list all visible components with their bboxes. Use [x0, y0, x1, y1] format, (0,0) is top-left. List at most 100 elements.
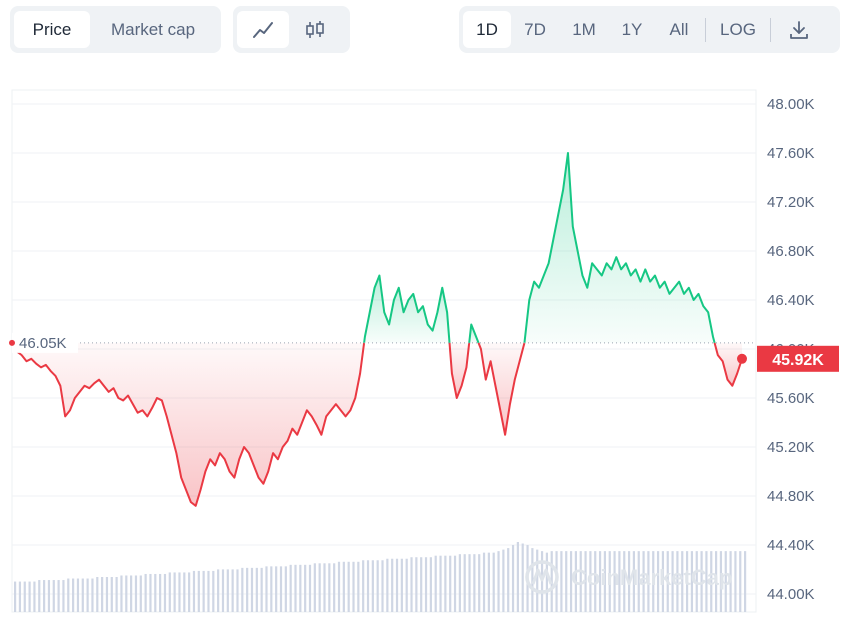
volume-bar — [560, 551, 563, 612]
range-all-button[interactable]: All — [669, 19, 689, 39]
volume-bar — [120, 575, 123, 612]
volume-bar — [623, 551, 626, 612]
volume-bar — [690, 551, 694, 612]
line-segment-down — [713, 342, 743, 387]
range-1d-button[interactable]: 1D — [463, 11, 511, 48]
range-1y-button[interactable]: 1Y — [621, 19, 643, 39]
volume-bar — [661, 551, 665, 612]
market-cap-tab[interactable]: Market cap — [110, 19, 196, 39]
volume-bar — [700, 551, 703, 612]
volume-bar — [695, 551, 698, 612]
volume-bar — [381, 560, 384, 612]
volume-bar — [507, 548, 510, 612]
volume-bar — [434, 555, 437, 612]
volume-bar — [207, 570, 210, 612]
volume-bar — [110, 577, 113, 612]
volume-bar — [231, 569, 234, 612]
volume-bar — [33, 581, 36, 612]
volume-bar — [705, 551, 708, 612]
volume-bar — [275, 566, 278, 612]
volume-bar — [647, 551, 650, 612]
current-price-label: 45.92K — [772, 352, 824, 369]
volume-bar — [545, 552, 548, 612]
volume-bar — [386, 558, 389, 612]
volume-bar — [613, 551, 616, 612]
volume-bars — [14, 542, 747, 612]
volume-bar — [531, 548, 534, 612]
chart-overlay: 46.05K 45.92K — [9, 332, 839, 372]
volume-bar — [38, 580, 41, 612]
volume-bar — [91, 578, 94, 612]
volume-bar — [719, 551, 723, 612]
volume-bar — [159, 573, 162, 612]
volume-bar — [516, 542, 519, 612]
volume-bar — [23, 581, 26, 612]
volume-bar — [28, 581, 31, 612]
line-chart-icon — [253, 21, 273, 38]
y-tick-label: 45.60K — [767, 390, 815, 407]
volume-bar — [536, 549, 539, 612]
range-1m-button[interactable]: 1M — [572, 19, 596, 39]
volume-bar — [62, 580, 65, 612]
volume-bar — [502, 549, 505, 612]
volume-bar — [714, 551, 718, 612]
volume-bar — [149, 573, 152, 612]
download-button[interactable] — [773, 11, 825, 48]
volume-bar — [192, 570, 196, 612]
chart-type-toggle — [233, 6, 350, 53]
price-tab[interactable]: Price — [14, 11, 90, 48]
volume-bar — [497, 551, 500, 612]
volume-bar — [308, 564, 312, 612]
volume-bar — [608, 551, 611, 612]
volume-bar — [734, 551, 737, 612]
volume-bar — [313, 563, 316, 612]
area-below-reference — [714, 342, 742, 386]
volume-bar — [565, 551, 568, 612]
area-above-reference — [524, 153, 715, 343]
volume-bar — [76, 578, 80, 612]
volume-bar — [618, 551, 621, 612]
current-price-dot — [737, 353, 747, 364]
volume-bar — [284, 566, 287, 612]
volume-bar — [226, 569, 229, 612]
line-segment-up — [523, 152, 716, 344]
volume-bar — [681, 551, 684, 612]
candlestick-chart-button[interactable] — [289, 11, 341, 48]
volume-bar — [130, 575, 133, 612]
volume-bar — [574, 551, 577, 612]
volume-bar — [197, 570, 200, 612]
volume-bar — [579, 551, 582, 612]
volume-bar — [362, 560, 365, 612]
volume-bar — [270, 566, 273, 612]
volume-bar — [405, 558, 408, 612]
volume-bar — [424, 557, 428, 612]
volume-bar — [594, 551, 597, 612]
volume-bar — [487, 552, 490, 612]
volume-bar — [265, 566, 268, 612]
volume-bar — [323, 563, 326, 612]
volume-bar — [14, 581, 17, 612]
volume-bar — [642, 551, 645, 612]
y-tick-label: 46.40K — [767, 292, 815, 309]
volume-bar — [72, 578, 75, 612]
volume-bar — [652, 551, 655, 612]
volume-bar — [289, 564, 292, 612]
toolbar-divider — [770, 17, 771, 42]
volume-bar — [357, 561, 360, 612]
volume-bar — [739, 551, 742, 612]
line-segment-up — [363, 274, 451, 344]
volume-bar — [400, 558, 403, 612]
volume-bar — [57, 580, 60, 612]
volume-bar — [18, 581, 22, 612]
volume-bar — [627, 551, 631, 612]
log-scale-button[interactable]: LOG — [720, 19, 756, 39]
volume-bar — [299, 564, 302, 612]
current-price-badge — [757, 345, 839, 372]
range-7d-button[interactable]: 7D — [524, 19, 546, 39]
line-segment-down — [448, 342, 471, 399]
volume-bar — [183, 572, 186, 612]
line-chart-button[interactable] — [237, 11, 289, 48]
volume-bar — [511, 545, 515, 612]
volume-bar — [125, 575, 128, 612]
